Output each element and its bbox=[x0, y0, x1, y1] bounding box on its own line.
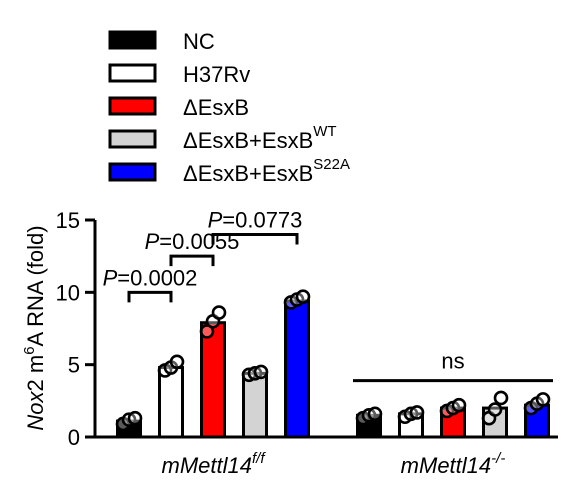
legend-label: NC bbox=[183, 29, 215, 54]
legend-swatch bbox=[108, 162, 157, 182]
data-point bbox=[169, 354, 185, 370]
bar bbox=[242, 371, 268, 439]
ns-label: ns bbox=[441, 349, 464, 374]
p-value-label: P=0.0773 bbox=[208, 207, 303, 232]
data-point bbox=[367, 406, 383, 422]
bar bbox=[200, 321, 226, 439]
data-point bbox=[253, 364, 269, 380]
p-value-label: P=0.0055 bbox=[145, 229, 240, 254]
p-value-label: P=0.0002 bbox=[103, 265, 198, 290]
data-point bbox=[493, 390, 509, 406]
y-tick-label: 10 bbox=[56, 280, 80, 305]
y-axis-title: Nox2 m6A RNA (fold) bbox=[21, 225, 48, 430]
y-tick-label: 5 bbox=[68, 353, 80, 378]
y-tick-label: 15 bbox=[56, 208, 80, 233]
data-point bbox=[409, 405, 425, 420]
data-point bbox=[487, 402, 503, 417]
data-point bbox=[451, 397, 467, 413]
data-point bbox=[211, 305, 227, 320]
bar bbox=[284, 299, 310, 439]
p-bracket bbox=[211, 232, 299, 245]
data-point bbox=[535, 392, 551, 407]
legend-swatch bbox=[108, 63, 157, 83]
data-points bbox=[115, 289, 551, 432]
group-label: mMettl14-/- bbox=[401, 450, 506, 478]
p-bracket bbox=[169, 254, 215, 267]
legend-swatch bbox=[108, 96, 157, 116]
legend-label: ΔEsxB+EsxBS22A bbox=[183, 156, 350, 186]
x-axis: mMettl14f/f mMettl14-/- bbox=[93, 435, 558, 478]
y-axis: 0 5 10 15 Nox2 m6A RNA (fold) bbox=[21, 208, 97, 450]
group-label: mMettl14f/f bbox=[162, 450, 267, 478]
legend-label: ΔEsxB+EsxBWT bbox=[183, 123, 337, 153]
data-point bbox=[295, 289, 311, 304]
p-bracket bbox=[127, 290, 173, 303]
legend-label: H37Rv bbox=[183, 62, 250, 87]
bars bbox=[116, 299, 550, 439]
legend-swatch bbox=[108, 129, 157, 149]
y-tick-label: 0 bbox=[68, 425, 80, 450]
bar bbox=[158, 366, 184, 439]
legend-label: ΔEsxB bbox=[183, 95, 249, 120]
legend-swatch bbox=[108, 30, 157, 50]
data-point bbox=[127, 410, 143, 426]
